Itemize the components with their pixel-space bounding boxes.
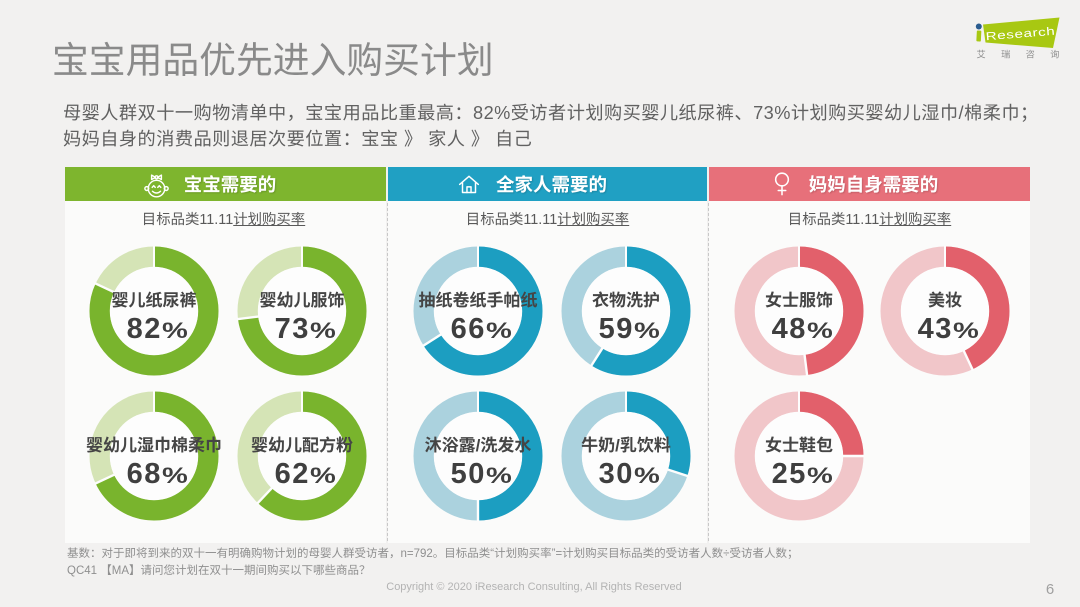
- svg-text:Research: Research: [985, 25, 1056, 43]
- svg-text:艾瑞咨询: 艾瑞咨询: [977, 50, 1071, 60]
